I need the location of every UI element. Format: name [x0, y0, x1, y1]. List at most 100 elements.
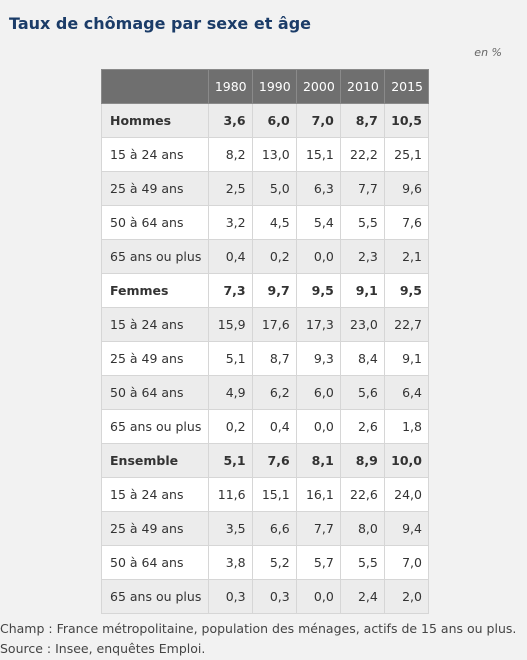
row-label: 50 à 64 ans	[101, 205, 209, 240]
table-row: Hommes 3,6 6,0 7,0 8,7 10,5	[101, 103, 430, 138]
row-label: 25 à 49 ans	[101, 341, 209, 376]
table-header-row: 1980 1990 2000 2010 2015	[101, 69, 430, 104]
table-cell: 0,2	[207, 409, 253, 444]
row-label: 50 à 64 ans	[101, 375, 209, 410]
table-cell: 13,0	[251, 137, 297, 172]
row-label: 65 ans ou plus	[101, 239, 209, 274]
row-label: 15 à 24 ans	[101, 477, 209, 512]
table-cell: 0,4	[251, 409, 297, 444]
table-cell: 5,5	[339, 205, 385, 240]
unemployment-table: 1980 1990 2000 2010 2015 Hommes 3,6 6,0 7,0…	[101, 69, 430, 614]
row-label: 65 ans ou plus	[101, 409, 209, 444]
table-cell: 9,5	[295, 273, 341, 308]
table-cell: 0,3	[251, 579, 297, 614]
table-row: 65 ans ou plus 0,3 0,3 0,0 2,4 2,0	[101, 579, 430, 614]
table-cell: 2,3	[339, 239, 385, 274]
table-cell: 2,1	[383, 239, 430, 274]
table-row: 50 à 64 ans 3,2 4,5 5,4 5,5 7,6	[101, 205, 430, 240]
table-cell: 5,6	[339, 375, 385, 410]
table-cell: 7,0	[295, 103, 341, 138]
table-cell: 5,4	[295, 205, 341, 240]
row-label: 25 à 49 ans	[101, 171, 209, 206]
table-cell: 0,4	[207, 239, 253, 274]
table-row: 15 à 24 ans 15,9 17,6 17,3 23,0 22,7	[101, 307, 430, 342]
table-cell: 5,5	[339, 545, 385, 580]
table-row: 50 à 64 ans 3,8 5,2 5,7 5,5 7,0	[101, 545, 430, 580]
table-row: 65 ans ou plus 0,2 0,4 0,0 2,6 1,8	[101, 409, 430, 444]
table-row: 15 à 24 ans 11,6 15,1 16,1 22,6 24,0	[101, 477, 430, 512]
table-cell: 10,5	[383, 103, 430, 138]
row-label: 50 à 64 ans	[101, 545, 209, 580]
table-cell: 2,0	[383, 579, 430, 614]
table-cell: 3,5	[207, 511, 253, 546]
group-label: Hommes	[101, 103, 209, 138]
table-cell: 11,6	[207, 477, 253, 512]
table-cell: 7,7	[339, 171, 385, 206]
table-cell: 8,7	[339, 103, 385, 138]
table-cell: 4,5	[251, 205, 297, 240]
source-note: Source : Insee, enquêtes Emploi.	[0, 641, 206, 656]
group-label: Femmes	[101, 273, 209, 308]
table-cell: 5,0	[251, 171, 297, 206]
table-cell: 5,7	[295, 545, 341, 580]
table-row: Ensemble 5,1 7,6 8,1 8,9 10,0	[101, 443, 430, 478]
table-cell: 6,6	[251, 511, 297, 546]
champ-note: Champ : France métropolitaine, populatio…	[0, 621, 517, 636]
table-cell: 1,8	[383, 409, 430, 444]
table-notes: Champ : France métropolitaine, populatio…	[0, 619, 516, 659]
table-cell: 9,1	[339, 273, 385, 308]
table-cell: 8,0	[339, 511, 385, 546]
table-cell: 9,5	[383, 273, 430, 308]
table-cell: 7,6	[251, 443, 297, 478]
table-cell: 9,3	[295, 341, 341, 376]
table-cell: 25,1	[383, 137, 430, 172]
table-cell: 2,6	[339, 409, 385, 444]
table-cell: 24,0	[383, 477, 430, 512]
table-cell: 3,6	[207, 103, 253, 138]
table-cell: 5,1	[207, 341, 253, 376]
table-row: 65 ans ou plus 0,4 0,2 0,0 2,3 2,1	[101, 239, 430, 274]
table-cell: 0,0	[295, 239, 341, 274]
table-cell: 15,1	[295, 137, 341, 172]
table-cell: 8,4	[339, 341, 385, 376]
table-cell: 22,2	[339, 137, 385, 172]
table-cell: 6,4	[383, 375, 430, 410]
page-title: Taux de chômage par sexe et âge	[9, 14, 312, 33]
header-year: 1990	[251, 69, 297, 104]
table-cell: 2,4	[339, 579, 385, 614]
table-cell: 7,3	[207, 273, 253, 308]
header-year: 2010	[339, 69, 385, 104]
row-label: 15 à 24 ans	[101, 307, 209, 342]
table-cell: 8,1	[295, 443, 341, 478]
table-cell: 9,4	[383, 511, 430, 546]
row-label: 15 à 24 ans	[101, 137, 209, 172]
table-cell: 3,8	[207, 545, 253, 580]
table-cell: 8,9	[339, 443, 385, 478]
table-cell: 22,7	[383, 307, 430, 342]
table-cell: 7,0	[383, 545, 430, 580]
table-cell: 23,0	[339, 307, 385, 342]
table-cell: 17,3	[295, 307, 341, 342]
table-cell: 5,2	[251, 545, 297, 580]
table-cell: 5,1	[207, 443, 253, 478]
table-cell: 6,0	[295, 375, 341, 410]
table-cell: 6,0	[251, 103, 297, 138]
table-body: Hommes 3,6 6,0 7,0 8,7 10,5 15 à 24 ans 8,2 13,0…	[101, 103, 430, 614]
header-year: 2000	[295, 69, 341, 104]
table-cell: 16,1	[295, 477, 341, 512]
table-cell: 15,9	[207, 307, 253, 342]
table-cell: 9,7	[251, 273, 297, 308]
table-cell: 6,2	[251, 375, 297, 410]
unit-label: en %	[474, 46, 502, 59]
table-cell: 0,0	[295, 409, 341, 444]
table-cell: 10,0	[383, 443, 430, 478]
table-cell: 0,2	[251, 239, 297, 274]
table-row: 25 à 49 ans 3,5 6,6 7,7 8,0 9,4	[101, 511, 430, 546]
table-cell: 9,1	[383, 341, 430, 376]
header-corner	[101, 69, 209, 104]
table-cell: 0,3	[207, 579, 253, 614]
table-cell: 8,2	[207, 137, 253, 172]
group-label: Ensemble	[101, 443, 209, 478]
row-label: 25 à 49 ans	[101, 511, 209, 546]
table-cell: 7,7	[295, 511, 341, 546]
